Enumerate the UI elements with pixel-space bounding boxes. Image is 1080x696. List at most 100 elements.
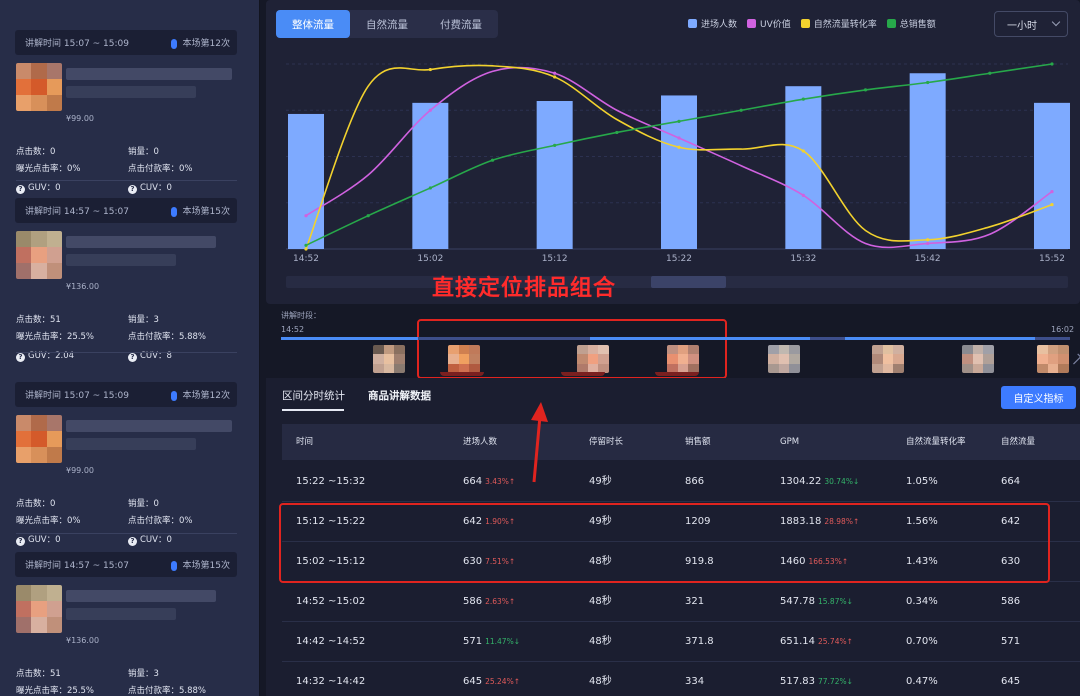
cell-visitors: 630 7.51%↑ bbox=[463, 542, 515, 582]
cell-value: 651.14 bbox=[780, 636, 815, 647]
timeline-explained-segment[interactable] bbox=[845, 337, 1035, 340]
cell-visitors: 642 1.90%↑ bbox=[463, 502, 515, 542]
chart-zoom-scroller[interactable] bbox=[286, 276, 1068, 288]
timeline-explained-segment[interactable] bbox=[281, 337, 418, 340]
timeline-product-thumb[interactable] bbox=[373, 345, 405, 373]
x-tick-label: 15:12 bbox=[542, 254, 568, 264]
traffic-chart-panel: 整体流量 自然流量 付费流量 进场人数 UV价值 自然流量转化率 总销售额 一小… bbox=[266, 0, 1080, 304]
stat-sales: 销量：0 bbox=[128, 147, 159, 157]
thumb-pixel bbox=[16, 617, 32, 633]
timeline-product-thumb[interactable] bbox=[872, 345, 904, 373]
timeline-explain-marker bbox=[440, 372, 484, 376]
thumb-pixel bbox=[373, 363, 384, 373]
thumb-pixel bbox=[768, 345, 779, 355]
timeline-product-thumb[interactable] bbox=[962, 345, 994, 373]
help-icon[interactable]: ? bbox=[16, 185, 25, 194]
timeline-product-thumb[interactable] bbox=[1037, 345, 1069, 373]
cell-natural-conversion: 0.34% bbox=[906, 596, 938, 607]
legend-uv-value[interactable]: UV价值 bbox=[747, 17, 791, 30]
thumb-pixel bbox=[394, 363, 405, 373]
thumb-pixel bbox=[16, 415, 32, 431]
line-point bbox=[428, 186, 432, 190]
stat-clicks: 点击数：0 bbox=[16, 147, 56, 157]
tab-product-explain-data[interactable]: 商品讲解数据 bbox=[368, 390, 431, 402]
thumb-pixel bbox=[872, 345, 883, 355]
help-icon[interactable]: ? bbox=[128, 185, 137, 194]
tab-natural-traffic[interactable]: 自然流量 bbox=[366, 18, 408, 31]
table-row[interactable]: 14:52 ~15:02 586 2.63%↑ 48秒 321 547.78 15.87%↓… bbox=[282, 582, 1080, 622]
thumb-pixel bbox=[598, 345, 609, 355]
traffic-tabs: 整体流量 自然流量 付费流量 bbox=[276, 10, 498, 38]
help-icon[interactable]: ? bbox=[16, 353, 25, 362]
stat-cuv-value: CUV：0 bbox=[140, 183, 172, 193]
thumb-pixel bbox=[667, 354, 678, 364]
help-icon[interactable]: ? bbox=[16, 537, 25, 546]
product-thumbnail[interactable] bbox=[16, 231, 62, 279]
scroller-handle[interactable] bbox=[651, 276, 726, 288]
thumb-pixel bbox=[46, 79, 62, 95]
product-thumbnail[interactable] bbox=[16, 415, 62, 463]
x-tick-label: 15:32 bbox=[790, 254, 816, 264]
product-card[interactable]: 讲解时间 14:57 ~ 15:07 本场第15次 ¥136.00 点击数：51 销量：… bbox=[0, 196, 259, 368]
cell-natural-conversion: 0.70% bbox=[906, 636, 938, 647]
product-card[interactable]: 讲解时间 15:07 ~ 15:09 本场第12次 ¥99.00 点击数：0 销量：0 曝… bbox=[0, 28, 259, 200]
line-point bbox=[863, 88, 868, 92]
header-natural-conversion: 自然流量转化率 bbox=[906, 437, 966, 447]
bar-visitors bbox=[909, 73, 946, 249]
table-row[interactable]: 14:32 ~14:42 645 25.24%↑ 48秒 334 517.83 77.72%… bbox=[282, 662, 1080, 696]
thumb-pixel bbox=[598, 354, 609, 364]
timeline-product-thumb[interactable] bbox=[667, 345, 699, 373]
tab-interval-stats[interactable]: 区间分时统计 bbox=[282, 390, 345, 411]
product-card[interactable]: 讲解时间 14:57 ~ 15:07 本场第15次 ¥136.00 点击数：51 销量：… bbox=[0, 550, 259, 696]
cell-time: 14:52 ~15:02 bbox=[296, 596, 366, 607]
cell-natural-traffic: 645 bbox=[1001, 676, 1021, 687]
line-point bbox=[428, 67, 432, 72]
product-sidebar[interactable]: 讲解时间 15:07 ~ 15:09 本场第12次 ¥99.00 点击数：0 销量：0 曝… bbox=[0, 0, 260, 696]
cell-sales: 334 bbox=[685, 676, 705, 687]
stat-sales: 销量：3 bbox=[128, 315, 159, 325]
table-row[interactable]: 15:12 ~15:22 642 1.90%↑ 49秒 1209 1883.18 28.98… bbox=[282, 502, 1080, 542]
timeline-product-thumb[interactable] bbox=[577, 345, 609, 373]
change-indicator: 25.24%↑ bbox=[485, 677, 520, 686]
line-point bbox=[926, 238, 930, 242]
table-row[interactable]: 15:22 ~15:32 664 3.43%↑ 49秒 866 1304.22 30.74%… bbox=[282, 462, 1080, 502]
timeline-explained-segment[interactable] bbox=[590, 337, 810, 340]
product-thumbnail[interactable] bbox=[16, 585, 62, 633]
session-count-label: 本场第15次 bbox=[182, 561, 230, 571]
legend-total-sales[interactable]: 总销售额 bbox=[886, 17, 936, 30]
stat-cuv: ? CUV：8 bbox=[128, 349, 172, 362]
chevron-right-icon[interactable] bbox=[1070, 353, 1080, 365]
help-icon[interactable]: ? bbox=[128, 537, 137, 546]
time-range-select[interactable]: 一小时 bbox=[994, 11, 1068, 37]
thumb-pixel bbox=[1037, 363, 1048, 373]
legend-natural-conversion[interactable]: 自然流量转化率 bbox=[800, 17, 877, 30]
legend-visitors[interactable]: 进场人数 bbox=[688, 17, 737, 30]
bar-visitors bbox=[412, 102, 449, 249]
change-indicator: 1.90%↑ bbox=[485, 517, 516, 526]
custom-metrics-button[interactable]: 自定义指标 bbox=[1001, 386, 1076, 409]
legend-label: 进场人数 bbox=[701, 20, 738, 30]
product-thumbnail[interactable] bbox=[16, 63, 62, 111]
product-name-blurred bbox=[66, 608, 176, 620]
timeline-product-thumb[interactable] bbox=[448, 345, 480, 373]
header-natural-traffic: 自然流量 bbox=[1001, 437, 1036, 447]
help-icon[interactable]: ? bbox=[128, 353, 137, 362]
thumb-pixel bbox=[677, 363, 689, 373]
legend-label: UV价值 bbox=[760, 20, 791, 30]
thumb-pixel bbox=[789, 345, 800, 355]
thumb-pixel bbox=[16, 247, 32, 263]
tab-overall-traffic[interactable]: 整体流量 bbox=[276, 10, 350, 38]
thumb-pixel bbox=[972, 363, 984, 373]
thumb-pixel bbox=[31, 263, 47, 279]
bar-visitors bbox=[288, 113, 324, 249]
table-row[interactable]: 14:42 ~14:52 571 11.47%↓ 48秒 371.8 651.14 25.7… bbox=[282, 622, 1080, 662]
timeline-product-thumb[interactable] bbox=[768, 345, 800, 373]
product-name-blurred bbox=[66, 438, 196, 450]
product-card[interactable]: 讲解时间 15:07 ~ 15:09 本场第12次 ¥99.00 点击数：0 销量：0 曝… bbox=[0, 380, 259, 552]
timeline-end-time: 16:02 bbox=[1051, 325, 1075, 334]
stat-exposure-ctr: 曝光点击率：25.5% bbox=[16, 686, 95, 696]
cell-visitors: 664 3.43%↑ bbox=[463, 462, 515, 502]
line-point bbox=[801, 149, 805, 153]
tab-paid-traffic[interactable]: 付费流量 bbox=[440, 18, 482, 31]
thumb-pixel bbox=[677, 354, 689, 364]
